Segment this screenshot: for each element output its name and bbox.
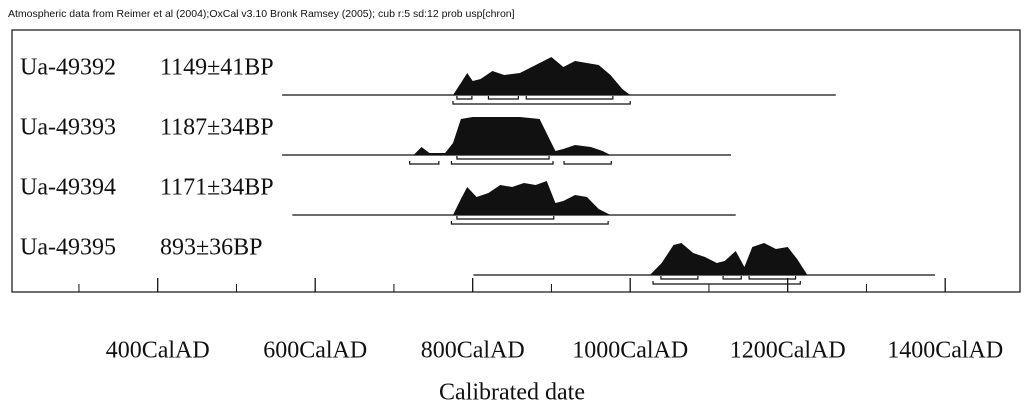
x-tick-label: 1000CalAD — [572, 338, 688, 364]
range-bracket — [660, 276, 699, 280]
series-date: 1171±34BP — [160, 175, 274, 201]
probability-area — [453, 181, 611, 215]
range-bracket — [456, 216, 555, 220]
plot-frame — [11, 29, 1021, 293]
x-tick-label: 1400CalAD — [887, 338, 1003, 364]
range-bracket — [652, 281, 801, 285]
range-bracket — [409, 161, 440, 165]
series-name: Ua-49394 — [20, 175, 116, 201]
x-tick-label: 800CalAD — [421, 338, 525, 364]
series-name: Ua-49392 — [20, 55, 116, 81]
range-bracket — [450, 221, 609, 225]
series-date: 1149±41BP — [160, 55, 274, 81]
probability-area — [649, 243, 808, 275]
series-date: 893±36BP — [160, 235, 263, 261]
range-bracket — [525, 96, 614, 100]
range-bracket — [487, 96, 519, 100]
range-bracket — [456, 96, 473, 100]
probability-area — [453, 57, 631, 95]
chart-title: Atmospheric data from Reimer et al (2004… — [8, 8, 515, 20]
range-bracket — [450, 161, 554, 165]
x-tick-label: 1200CalAD — [730, 338, 846, 364]
range-bracket — [748, 276, 797, 280]
x-tick-label: 600CalAD — [263, 338, 367, 364]
series-date: 1187±34BP — [160, 115, 274, 141]
series-name: Ua-49395 — [20, 235, 116, 261]
probability-area — [413, 117, 611, 155]
range-bracket — [563, 161, 612, 165]
range-bracket — [456, 156, 550, 160]
range-bracket — [452, 101, 631, 105]
x-tick-label: 400CalAD — [106, 338, 210, 364]
range-bracket — [722, 276, 742, 280]
x-axis-label: Calibrated date — [439, 380, 585, 406]
series-name: Ua-49393 — [20, 115, 116, 141]
